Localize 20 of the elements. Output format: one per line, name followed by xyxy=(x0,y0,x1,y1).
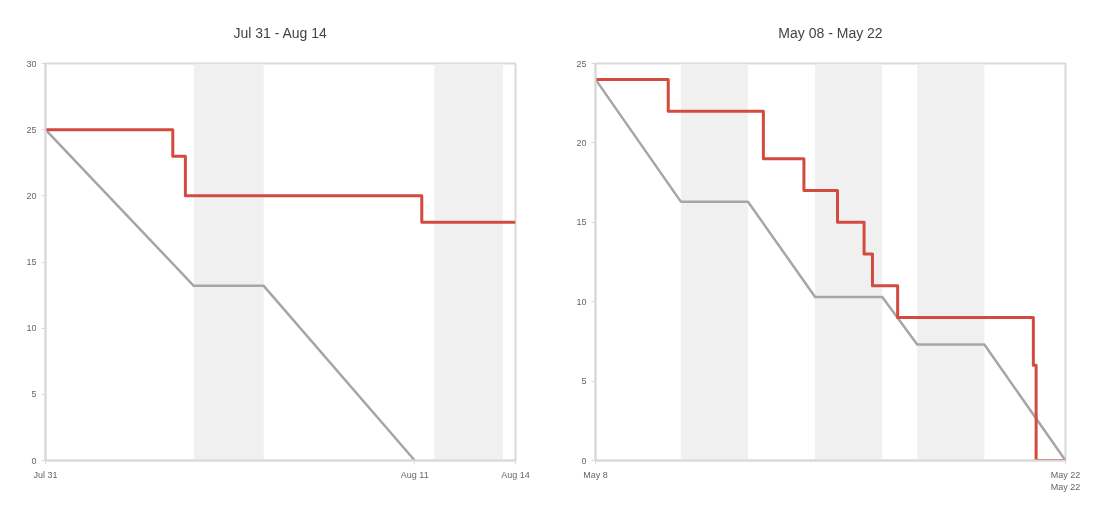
x-tick-label: Aug 14 xyxy=(501,469,530,480)
y-tick-label: 20 xyxy=(576,137,587,148)
y-tick-label: 0 xyxy=(581,455,587,466)
x-tick-label: Jul 31 xyxy=(33,469,58,480)
y-tick-label: 0 xyxy=(31,455,37,466)
y-tick-label: 10 xyxy=(576,296,587,307)
y-tick-label: 30 xyxy=(26,58,37,69)
x-tick-label: May 8 xyxy=(583,469,608,480)
y-tick-label: 5 xyxy=(581,376,587,387)
x-tick-label: May 22 May 22 xyxy=(1050,469,1081,492)
chart-title: Jul 31 - Aug 14 xyxy=(233,25,328,41)
y-tick-label: 15 xyxy=(26,257,37,267)
y-tick-label: 25 xyxy=(26,124,37,135)
chart-title: May 08 - May 22 xyxy=(778,25,883,41)
y-tick-label: 10 xyxy=(26,323,37,334)
y-tick-label: 5 xyxy=(31,389,37,400)
y-tick-label: 15 xyxy=(576,217,587,228)
y-tick-label: 20 xyxy=(26,190,37,201)
x-tick-label: Aug 11 xyxy=(400,469,429,480)
y-tick-label: 25 xyxy=(576,58,587,69)
